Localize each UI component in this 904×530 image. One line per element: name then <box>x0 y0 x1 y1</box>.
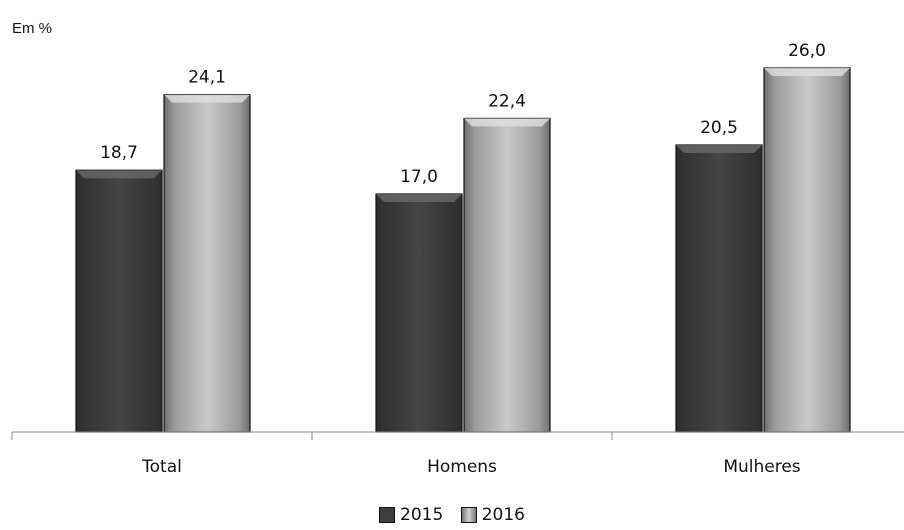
data-label-2015-homens: 17,0 <box>400 167 438 187</box>
category-label-mulheres: Mulheres <box>723 457 800 477</box>
bar-2015-homens <box>375 193 463 433</box>
data-label-2015-total: 18,7 <box>100 143 138 163</box>
legend-swatch-2016 <box>460 507 477 523</box>
bar-bevel-2015-total <box>76 170 162 179</box>
bar-bevel-2016-mulheres <box>764 68 850 76</box>
legend-label-2015: 2015 <box>400 505 444 525</box>
bar-bevel-2016-homens <box>464 118 550 127</box>
legend-swatch-2015 <box>379 507 396 523</box>
legend-item-2016: 2016 <box>460 505 525 525</box>
bar-bevel-2015-homens <box>376 194 462 202</box>
bar-2015-total <box>75 169 163 433</box>
category-label-total: Total <box>141 457 182 477</box>
bar-bevel-2015-mulheres <box>676 145 762 153</box>
bar-2015-mulheres <box>675 144 763 433</box>
legend-label-2016: 2016 <box>481 505 525 525</box>
category-label-homens: Homens <box>427 457 497 477</box>
data-label-2015-mulheres: 20,5 <box>700 118 738 138</box>
data-label-2016-total: 24,1 <box>188 68 226 88</box>
bar-2016-total <box>163 93 251 433</box>
legend: 2015 2016 <box>0 505 904 528</box>
data-label-2016-mulheres: 26,0 <box>788 41 826 61</box>
y-unit-label: Em % <box>12 20 53 37</box>
data-label-2016-homens: 22,4 <box>488 91 526 111</box>
legend-item-2015: 2015 <box>379 505 443 525</box>
bar-2016-homens <box>463 117 551 433</box>
bar-chart: 18,7 24,1 Total 17,0 22,4 Homens 20,5 26,0 Mulhe… <box>11 41 904 477</box>
bar-2016-mulheres <box>763 67 851 433</box>
bar-bevel-2016-total <box>164 94 250 103</box>
